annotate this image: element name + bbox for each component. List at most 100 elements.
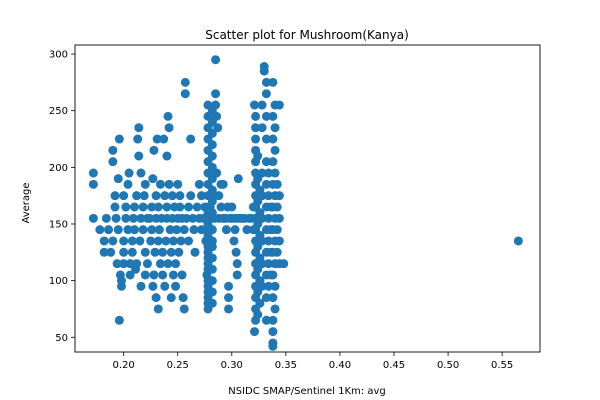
data-point: [155, 179, 165, 189]
data-point: [173, 179, 183, 189]
data-point: [212, 168, 222, 178]
data-point: [213, 123, 223, 133]
data-point: [129, 225, 139, 235]
y-tick-label: 150: [49, 219, 68, 230]
data-point: [147, 225, 157, 235]
data-point: [128, 213, 138, 223]
data-point: [186, 191, 196, 201]
data-point: [257, 123, 267, 133]
data-point: [158, 270, 168, 280]
data-point: [207, 253, 217, 263]
data-point: [133, 134, 143, 144]
data-point: [159, 134, 169, 144]
data-point: [190, 247, 200, 257]
data-point: [88, 168, 98, 178]
data-point: [227, 202, 237, 212]
data-point: [88, 213, 98, 223]
data-point: [231, 247, 241, 257]
x-tick-label: 0.30: [221, 360, 243, 371]
x-tick-label: 0.35: [275, 360, 297, 371]
data-point: [250, 100, 260, 110]
data-point: [179, 225, 189, 235]
data-point: [163, 111, 173, 121]
data-point: [257, 191, 267, 201]
data-point: [207, 151, 217, 161]
data-point: [270, 123, 280, 133]
data-point: [261, 293, 271, 303]
data-point: [142, 259, 152, 269]
data-point: [197, 225, 207, 235]
data-point: [270, 168, 280, 178]
data-point: [221, 225, 231, 235]
data-point: [189, 225, 199, 235]
data-point: [270, 281, 280, 291]
data-point: [134, 123, 144, 133]
data-point: [138, 225, 148, 235]
data-point: [224, 281, 234, 291]
data-point: [207, 242, 217, 252]
data-point: [257, 100, 267, 110]
x-tick-label: 0.55: [491, 360, 513, 371]
data-point: [121, 202, 131, 212]
data-point: [255, 298, 265, 308]
data-point: [123, 179, 133, 189]
data-point: [207, 140, 217, 150]
x-tick-label: 0.20: [113, 360, 135, 371]
data-point: [211, 55, 221, 65]
data-point: [139, 191, 149, 201]
data-point: [164, 123, 174, 133]
data-point: [274, 236, 284, 246]
data-point: [140, 247, 150, 257]
data-point: [214, 191, 224, 201]
x-tick-label: 0.40: [329, 360, 351, 371]
data-point: [153, 236, 163, 246]
data-point: [194, 179, 204, 189]
data-point: [168, 236, 178, 246]
data-point: [257, 236, 267, 246]
data-point: [151, 293, 161, 303]
data-point: [104, 225, 114, 235]
data-point: [261, 111, 271, 121]
data-point: [264, 168, 274, 178]
data-point: [211, 89, 221, 99]
data-point: [197, 191, 207, 201]
data-point: [251, 111, 261, 121]
data-point: [264, 236, 274, 246]
data-point: [114, 315, 124, 325]
data-point: [177, 270, 187, 280]
data-point: [180, 77, 190, 87]
x-tick-label: 0.25: [167, 360, 189, 371]
data-point: [146, 236, 156, 246]
data-point: [160, 281, 170, 291]
data-point: [274, 213, 284, 223]
data-point: [149, 145, 159, 155]
data-point: [268, 270, 278, 280]
data-point: [268, 315, 278, 325]
data-point: [134, 151, 144, 161]
data-point: [207, 264, 217, 274]
data-point: [110, 191, 120, 201]
data-point: [251, 134, 261, 144]
data-point: [272, 202, 282, 212]
data-point: [152, 134, 162, 144]
data-point: [207, 287, 217, 297]
data-point: [253, 151, 263, 161]
data-point: [192, 202, 202, 212]
data-point: [174, 247, 184, 257]
data-point: [224, 293, 234, 303]
data-point: [125, 270, 135, 280]
data-point: [127, 236, 137, 246]
data-point: [250, 327, 260, 337]
data-point: [184, 236, 194, 246]
data-point: [171, 259, 181, 269]
data-point: [162, 151, 172, 161]
data-point: [261, 77, 271, 87]
data-point: [136, 168, 146, 178]
x-axis: 0.20 0.25 0.30 0.35 0.40 0.45 0.50 0.55: [113, 352, 513, 371]
data-point: [232, 270, 242, 280]
data-point: [149, 270, 159, 280]
data-point: [145, 213, 155, 223]
data-point: [113, 174, 123, 184]
data-point: [257, 168, 267, 178]
data-point: [229, 236, 239, 246]
